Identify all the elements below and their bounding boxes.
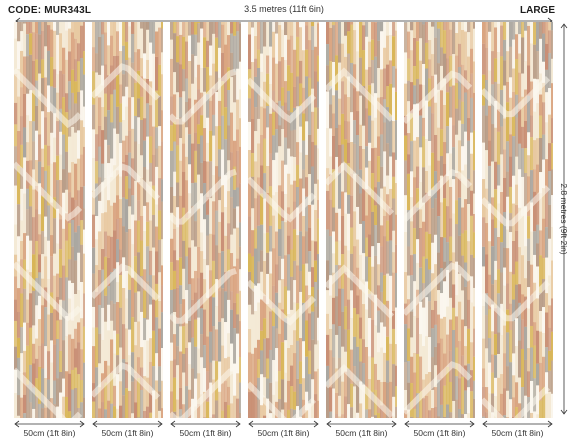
ikat-pattern — [170, 22, 241, 418]
total-width-label: 3.5 metres (11ft 6in) — [244, 4, 324, 14]
panel-width-arrow-icon — [404, 420, 475, 428]
panel-width-arrow-icon — [170, 420, 241, 428]
panel-width-arrow-icon — [326, 420, 397, 428]
panel-dimension-4: 50cm (1ft 8in) — [248, 420, 319, 446]
size-label: LARGE — [520, 5, 555, 16]
panel-width-arrow-icon — [14, 420, 85, 428]
product-code: CODE: MUR343L — [8, 5, 92, 16]
panel-width-arrow-icon — [482, 420, 553, 428]
ikat-pattern — [92, 22, 163, 418]
mural-panel-3 — [170, 22, 241, 418]
ikat-pattern — [404, 22, 475, 418]
ikat-pattern — [14, 22, 85, 418]
total-height-label: 2.8 metres (9ft 2in) — [559, 183, 569, 255]
height-arrow-icon — [560, 23, 568, 415]
panel-width-label: 50cm (1ft 8in) — [257, 428, 310, 438]
mural-panel-6 — [404, 22, 475, 418]
panel-width-label: 50cm (1ft 8in) — [101, 428, 154, 438]
mural-panel-7 — [482, 22, 553, 418]
mural-panel-4 — [248, 22, 319, 418]
mural-panel-5 — [326, 22, 397, 418]
panel-dimension-3: 50cm (1ft 8in) — [170, 420, 241, 446]
panel-width-label: 50cm (1ft 8in) — [335, 428, 388, 438]
panel-dimensions: 50cm (1ft 8in) 50cm (1ft 8in) 50cm (1ft … — [14, 420, 559, 446]
ikat-pattern — [248, 22, 319, 418]
panel-width-label: 50cm (1ft 8in) — [413, 428, 466, 438]
ikat-pattern — [482, 22, 553, 418]
panel-width-label: 50cm (1ft 8in) — [23, 428, 76, 438]
panel-dimension-6: 50cm (1ft 8in) — [404, 420, 475, 446]
panel-dimension-7: 50cm (1ft 8in) — [482, 420, 553, 446]
ikat-pattern — [326, 22, 397, 418]
panel-dimension-2: 50cm (1ft 8in) — [92, 420, 163, 446]
panel-width-label: 50cm (1ft 8in) — [179, 428, 232, 438]
panel-width-arrow-icon — [92, 420, 163, 428]
total-height-dimension: 2.8 metres (9ft 2in) — [557, 22, 571, 416]
panel-width-arrow-icon — [248, 420, 319, 428]
panel-dimension-5: 50cm (1ft 8in) — [326, 420, 397, 446]
mural-panel-1 — [14, 22, 85, 418]
panel-width-label: 50cm (1ft 8in) — [491, 428, 544, 438]
panel-dimension-1: 50cm (1ft 8in) — [14, 420, 85, 446]
mural-panel-2 — [92, 22, 163, 418]
